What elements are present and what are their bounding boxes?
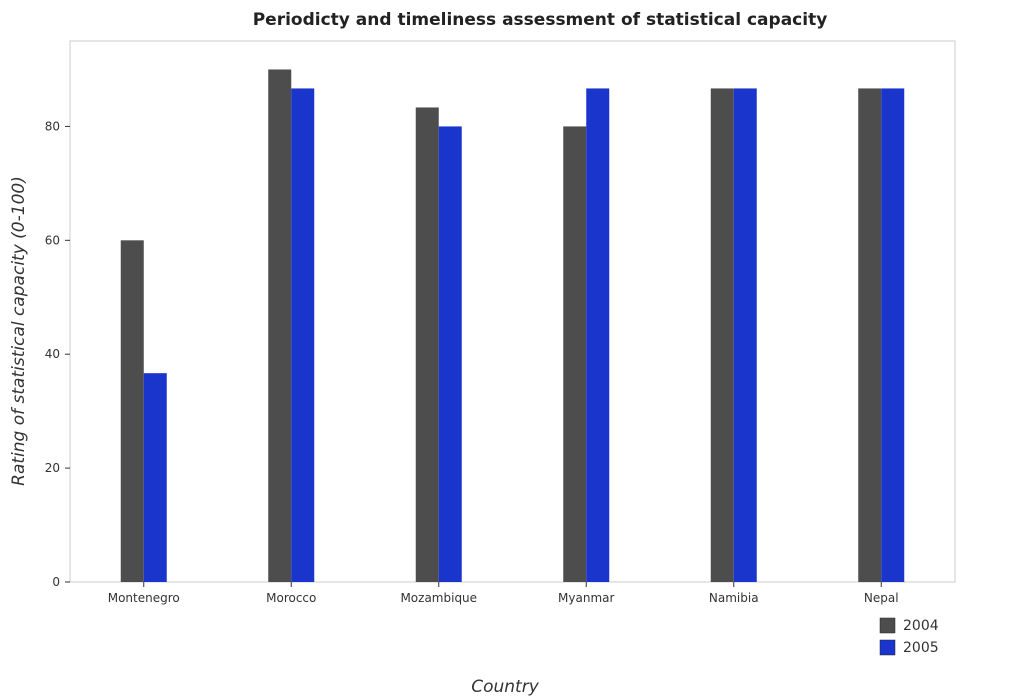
bar-2005-morocco bbox=[291, 88, 315, 582]
plot-frame bbox=[69, 40, 956, 583]
y-tick-label: 80 bbox=[45, 119, 60, 133]
x-tick-label: Myanmar bbox=[558, 591, 614, 605]
x-tick-label: Montenegro bbox=[108, 591, 180, 605]
bar-2004-nepal bbox=[858, 88, 882, 582]
plot-area bbox=[69, 40, 956, 583]
legend-swatch-2004 bbox=[879, 617, 896, 634]
legend-label-2005: 2005 bbox=[903, 640, 939, 656]
x-tick-label: Nepal bbox=[864, 591, 899, 605]
bar-2004-namibia bbox=[710, 88, 734, 582]
x-axis: Montenegro Morocco Mozambique Myanmar Namibi… bbox=[108, 582, 899, 605]
chart-title: Periodicty and timeliness assessment of … bbox=[253, 10, 828, 30]
bar-2005-myanmar bbox=[586, 88, 610, 582]
x-tick-label: Namibia bbox=[709, 591, 759, 605]
bar-2004-myanmar bbox=[563, 126, 587, 582]
bar-2005-namibia bbox=[733, 88, 757, 582]
y-axis-label: Rating of statistical capacity (0-100) bbox=[9, 176, 29, 486]
bar-2004-montenegro bbox=[120, 240, 144, 582]
y-tick-label: 0 bbox=[52, 575, 60, 589]
bar-2005-mozambique bbox=[438, 126, 462, 582]
y-tick-label: 60 bbox=[45, 233, 60, 247]
bar-2004-mozambique bbox=[415, 107, 439, 582]
bar-2005-montenegro bbox=[143, 373, 167, 582]
legend-label-2004: 2004 bbox=[903, 618, 939, 634]
legend: 2004 2005 bbox=[879, 617, 939, 656]
x-axis-label: Country bbox=[471, 677, 539, 697]
bar-2005-nepal bbox=[881, 88, 905, 582]
bar-2004-morocco bbox=[268, 69, 292, 582]
y-axis: 0 20 40 60 80 bbox=[45, 119, 70, 589]
legend-swatch-2005 bbox=[879, 639, 896, 656]
x-tick-label: Mozambique bbox=[400, 591, 477, 605]
x-tick-label: Morocco bbox=[266, 591, 316, 605]
y-tick-label: 20 bbox=[45, 461, 60, 475]
y-tick-label: 40 bbox=[45, 347, 60, 361]
